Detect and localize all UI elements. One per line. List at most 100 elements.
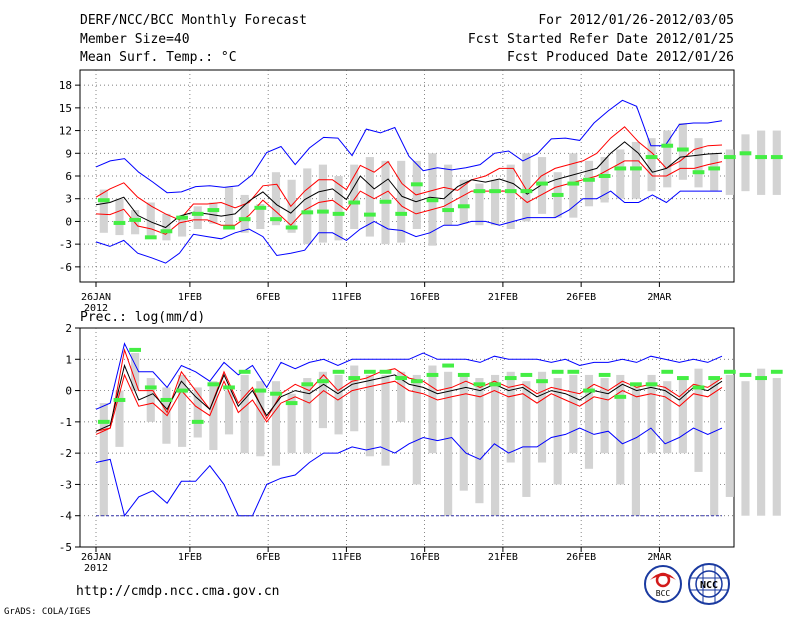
temp-observed-marker <box>457 204 470 209</box>
precip-y-tick-label: -1 <box>59 416 72 429</box>
temp-y-tick-label: 15 <box>59 102 72 115</box>
temp-observed-marker <box>723 155 736 160</box>
source-url[interactable]: http://cmdp.ncc.cma.gov.cn <box>76 584 280 599</box>
temp-observed-marker <box>661 143 674 148</box>
precip-spread-bar <box>584 374 594 469</box>
temp-spread-bar <box>757 130 766 195</box>
temp-observed-marker <box>207 208 220 213</box>
precip-x-tick-label: 26JAN <box>81 552 111 563</box>
temp-observed-marker <box>583 177 595 182</box>
temp-spread-bar <box>318 164 327 243</box>
precip-observed-marker <box>661 369 674 374</box>
temp-spread-bar <box>287 179 296 233</box>
temp-observed-marker <box>270 217 282 222</box>
temp-spread-bar <box>193 206 202 229</box>
temp-spread-bar <box>475 183 484 226</box>
precip-observed-marker <box>348 376 361 381</box>
precip-x-tick-label: 1FEB <box>178 552 202 563</box>
precip-observed-marker <box>583 388 595 393</box>
temp-y-tick-label: 12 <box>59 125 72 138</box>
precip-min-line <box>95 427 723 517</box>
precip-y-tick-label: 1 <box>65 353 72 366</box>
precip-observed-marker <box>614 394 627 399</box>
precip-observed-marker <box>551 369 564 374</box>
temp-observed-marker <box>254 205 267 210</box>
precip-spread-bar <box>600 378 609 454</box>
precip-spread-bar <box>224 390 234 435</box>
precip-observed-marker <box>176 388 188 393</box>
temp-observed-marker <box>332 211 345 216</box>
variable-label: Mean Surf. Temp.: °C <box>80 50 237 65</box>
temp-observed-marker <box>473 189 486 194</box>
precip-observed-marker <box>113 397 126 402</box>
precip-observed-marker <box>332 369 345 374</box>
precip-spread-bar <box>772 378 781 516</box>
precip-observed-marker <box>207 382 220 387</box>
precip-lower-line <box>95 373 723 435</box>
temp-x-tick-label: 2MAR <box>647 292 672 303</box>
precip-observed-marker <box>692 385 705 390</box>
temp-observed-marker <box>645 155 658 160</box>
temp-spread-bar <box>600 157 609 203</box>
precip-observed-marker <box>364 369 376 374</box>
temp-observed-marker <box>551 192 564 197</box>
temp-observed-marker <box>567 181 580 186</box>
precip-y-tick-label: -4 <box>59 510 73 523</box>
precip-spread-bar <box>287 393 296 454</box>
precip-spread-bar <box>694 368 703 472</box>
precip-observed-marker <box>708 376 721 381</box>
precip-observed-marker <box>270 391 282 396</box>
precip-spread-bar <box>99 403 108 516</box>
temp-observed-marker <box>395 211 408 216</box>
precip-spread-bar <box>178 374 187 447</box>
precip-observed-marker <box>317 379 329 384</box>
precip-spread-bar <box>193 387 202 438</box>
forecast-period: For 2012/01/26-2012/03/05 <box>538 13 734 28</box>
temp-observed-marker <box>144 235 157 240</box>
precip-spread-bar <box>318 371 327 429</box>
temp-observed-marker <box>97 198 110 203</box>
temp-spread-bar <box>209 202 218 224</box>
temp-spread-bar <box>224 187 234 229</box>
precip-spread-bar <box>397 371 406 422</box>
temp-spread-bar <box>271 172 281 226</box>
precip-spread-bar <box>381 374 390 466</box>
temp-lower-line <box>95 160 723 235</box>
precip-spread-bar <box>506 371 515 463</box>
precip-spread-bar <box>553 378 562 485</box>
precip-observed-marker <box>379 369 392 374</box>
precip-spread-bar <box>444 371 453 516</box>
temp-observed-marker <box>113 220 126 225</box>
temp-x-tick-label: 11FEB <box>331 292 361 303</box>
precip-x-tick-label: 6FEB <box>256 552 280 563</box>
temp-spread-bar <box>710 153 719 192</box>
precip-observed-marker <box>473 382 486 387</box>
precipitation-plot-frame <box>79 327 735 548</box>
precip-spread-bar <box>725 374 734 497</box>
temp-x-tick-label: 6FEB <box>256 292 280 303</box>
temp-spread-bar <box>146 202 155 239</box>
temp-observed-marker <box>191 211 204 216</box>
temp-x-year-label: 2012 <box>84 303 108 314</box>
precip-label: Prec.: log(mm/d) <box>80 310 205 325</box>
temp-observed-marker <box>614 166 627 171</box>
precip-upper-line <box>95 347 723 432</box>
temp-y-tick-label: 18 <box>59 79 72 92</box>
precip-spread-bar <box>569 374 578 454</box>
precip-mean-line <box>95 363 723 432</box>
temp-observed-marker <box>129 217 141 222</box>
precip-max-line <box>95 342 723 410</box>
precip-observed-marker <box>238 369 251 374</box>
temp-observed-marker <box>770 155 783 160</box>
temp-spread-bar <box>741 134 750 192</box>
temperature-panel: -6 -3 0 3 6 9 12 15 18 26JAN 1FEB 6FEB 11FEB 16FEB 21F… <box>59 69 783 314</box>
temp-observed-marker <box>520 189 533 194</box>
precip-observed-marker <box>129 347 141 352</box>
precip-observed-marker <box>739 372 752 377</box>
precip-observed-marker <box>254 388 267 393</box>
temp-observed-marker <box>317 209 329 214</box>
precip-observed-marker <box>723 369 736 374</box>
precip-y-tick-label: 0 <box>65 385 72 398</box>
precip-x-tick-label: 26FEB <box>566 552 596 563</box>
temp-spread-bar <box>115 198 124 236</box>
